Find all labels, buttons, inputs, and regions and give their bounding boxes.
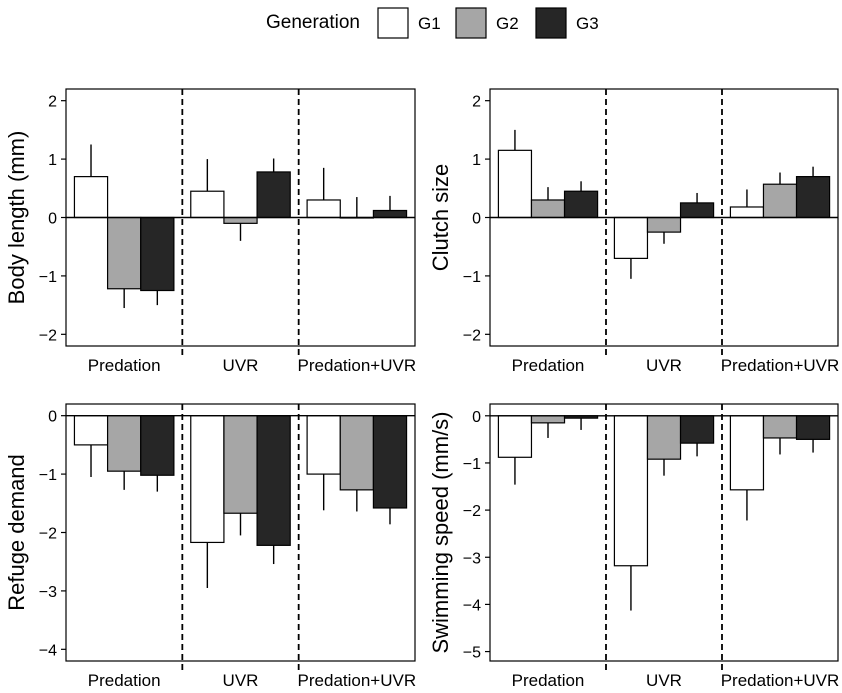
x-category-label: Predation (512, 671, 585, 690)
bar-g3-predation-uvr (795, 415, 831, 440)
legend-title: Generation (266, 12, 360, 33)
bar-g2-predation-uvr (762, 415, 798, 439)
bar-g3-uvr (256, 171, 291, 219)
x-category-label: Predation (88, 671, 161, 690)
y-tick-label: −1 (463, 269, 481, 286)
y-tick-label: −1 (39, 269, 57, 286)
legend-label-g3: G3 (576, 14, 599, 33)
y-tick-label: −3 (463, 550, 481, 567)
y-tick-label: 0 (48, 409, 57, 426)
bar-g2-uvr (646, 216, 682, 233)
legend-swatch-g2 (455, 7, 487, 39)
bar-g1-predation (73, 176, 109, 219)
bar-g2-uvr (223, 415, 258, 514)
y-tick-label: −1 (39, 467, 57, 484)
bar-g3-predation-uvr (372, 209, 408, 219)
bar-g3-uvr (679, 415, 715, 444)
y-axis-title: Refuge demand (4, 454, 29, 611)
y-tick-label: −4 (39, 642, 57, 659)
panel-3: −4 −3 −2 −1 0 Refuge demand Predation UVR Predat… (4, 403, 417, 690)
bar-g2-uvr (646, 415, 682, 460)
bar-g1-predation (497, 415, 533, 458)
y-axis-title: Swimming speed (mm/s) (428, 411, 453, 653)
panel-2: −2 −1 0 1 2 Clutch size Predation UVR Predation+… (428, 88, 840, 375)
bar-g1-uvr (190, 190, 225, 219)
bar-g3-uvr (679, 202, 715, 219)
y-tick-label: 0 (472, 409, 481, 426)
bar-g3-predation (140, 415, 175, 476)
y-tick-label: −2 (463, 327, 481, 344)
bar-g2-predation-uvr (762, 183, 798, 219)
bar-g2-predation (530, 415, 566, 424)
y-tick-label: 0 (472, 211, 481, 228)
panel-frame (489, 403, 839, 662)
y-tick-label: −5 (463, 645, 481, 662)
x-category-label: Predation (512, 356, 585, 375)
y-tick-label: 2 (472, 94, 481, 111)
y-axis-title: Clutch size (428, 164, 453, 272)
x-category-label: UVR (646, 671, 682, 690)
bar-g1-predation-uvr (306, 415, 341, 475)
panel-1: −2 −1 0 1 2 Body length (mm) Predation UVR Preda… (4, 88, 417, 375)
bar-g2-uvr (223, 216, 258, 224)
y-tick-label: −4 (463, 597, 481, 614)
bar-g1-predation-uvr (729, 206, 765, 219)
y-tick-label: 1 (48, 152, 57, 169)
x-category-label: Predation (88, 356, 161, 375)
x-category-label: Predation+UVR (298, 356, 417, 375)
bar-g1-uvr (190, 415, 225, 544)
bar-g1-predation-uvr (306, 199, 341, 219)
y-axis-title: Body length (mm) (4, 131, 29, 305)
legend: Generation G1 G2 G3 (266, 7, 599, 39)
x-category-label: Predation+UVR (298, 671, 417, 690)
bar-g2-predation (106, 216, 142, 290)
bar-g3-predation (563, 190, 599, 219)
x-category-label: Predation+UVR (721, 671, 840, 690)
bar-g3-predation-uvr (795, 176, 831, 219)
bar-g3-uvr (256, 415, 291, 546)
y-tick-label: 2 (48, 94, 57, 111)
legend-label-g1: G1 (418, 14, 441, 33)
bar-g2-predation (106, 415, 142, 472)
bar-g3-predation (140, 216, 175, 292)
x-category-label: UVR (646, 356, 682, 375)
y-tick-label: −2 (39, 526, 57, 543)
y-tick-label: −2 (39, 327, 57, 344)
bar-g1-uvr (613, 216, 649, 259)
legend-swatch-g3 (535, 7, 567, 39)
bar-g1-predation (497, 149, 533, 219)
y-tick-label: −2 (463, 503, 481, 520)
bar-g1-predation-uvr (729, 415, 765, 491)
bar-g1-predation (73, 415, 109, 446)
y-tick-label: 0 (48, 211, 57, 228)
legend-label-g2: G2 (496, 14, 519, 33)
bar-g3-predation-uvr (372, 415, 408, 509)
bar-g1-uvr (613, 415, 649, 567)
panel-4: −5 −4 −3 −2 −1 0 Swimming speed (mm/s) Predatio… (428, 403, 840, 690)
panels: −2 −1 0 1 2 Body length (mm) Predation UVR Preda… (4, 88, 840, 690)
y-tick-label: 1 (472, 152, 481, 169)
x-category-label: UVR (223, 671, 259, 690)
bar-g2-predation (530, 199, 566, 219)
legend-swatch-g1 (377, 7, 409, 39)
bar-g2-predation-uvr (339, 415, 375, 491)
y-tick-label: −3 (39, 584, 57, 601)
x-category-label: Predation+UVR (721, 356, 840, 375)
x-category-label: UVR (223, 356, 259, 375)
y-tick-label: −1 (463, 456, 481, 473)
